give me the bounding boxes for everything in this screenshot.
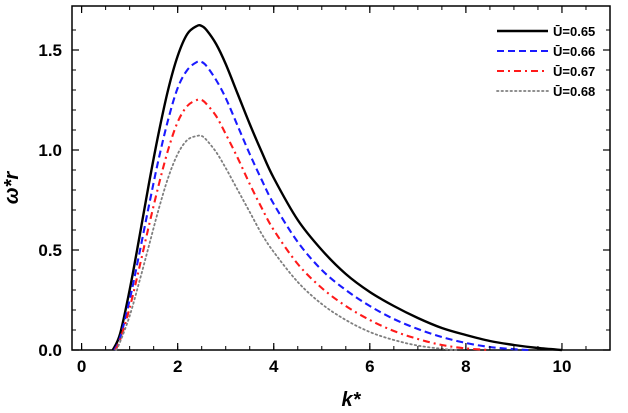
x-tick-label: 6 — [365, 357, 374, 376]
legend-label-4: Ū=0.68 — [553, 84, 595, 99]
legend-label-3: Ū=0.67 — [553, 64, 595, 79]
plot-area — [71, 5, 611, 351]
series-line-3 — [114, 98, 490, 352]
y-tick-label: 1.0 — [38, 141, 62, 160]
series-line-2 — [113, 60, 529, 352]
y-tick-label: 0.0 — [38, 341, 62, 360]
x-tick-label: 0 — [77, 357, 86, 376]
y-axis-label: ω*r — [1, 171, 23, 204]
series-line-1 — [111, 24, 563, 352]
series-line-4 — [115, 134, 458, 351]
y-tick-label: 0.5 — [38, 241, 62, 260]
y-tick-label: 1.5 — [38, 41, 62, 60]
x-axis-label: k* — [342, 389, 362, 411]
x-tick-label: 4 — [269, 357, 279, 376]
x-tick-label: 10 — [553, 357, 572, 376]
legend-label-1: Ū=0.65 — [553, 24, 595, 39]
x-tick-label: 2 — [173, 357, 182, 376]
x-tick-label: 8 — [461, 357, 470, 376]
legend-label-2: Ū=0.66 — [553, 44, 595, 59]
